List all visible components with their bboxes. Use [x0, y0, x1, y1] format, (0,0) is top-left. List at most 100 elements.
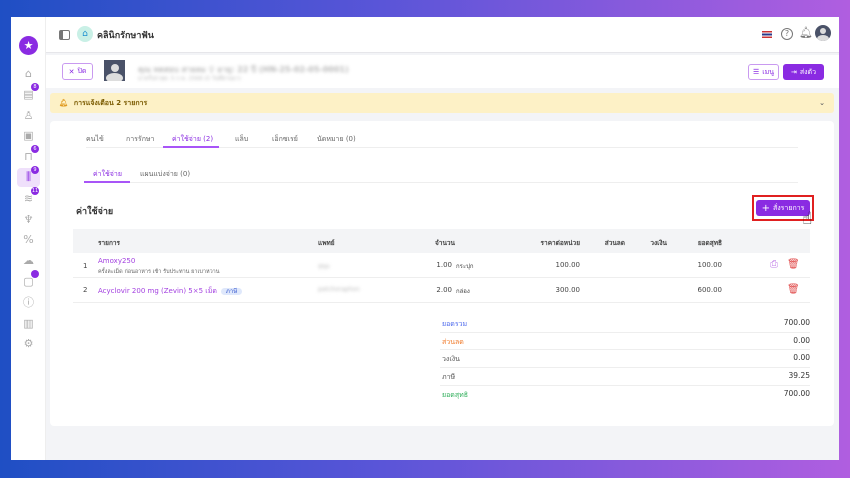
alert-text: การแจ้งเตือน 2 รายการ: [73, 98, 148, 107]
chart-icon: ▥: [23, 316, 34, 330]
subtab-1[interactable]: แผนแบ่งจ่าย (0): [140, 170, 191, 178]
total-row: ภาษี 39.25: [440, 368, 810, 386]
unit-price: 100.00: [555, 261, 581, 269]
sidebar-item-settings[interactable]: ⚙: [20, 335, 37, 352]
sidebar-item-tooth[interactable]: ♆: [20, 211, 37, 228]
menu-button[interactable]: ☰ เมนู: [748, 64, 779, 80]
row-number: 2: [83, 286, 88, 294]
doctor-name: patchoraphon: [318, 286, 360, 293]
sidebar-item-bed[interactable]: ⊓: [20, 148, 37, 165]
row-number: 1: [83, 262, 88, 270]
subtab-0[interactable]: ค่าใช้จ่าย: [93, 170, 122, 178]
logo-star-icon[interactable]: ★: [19, 36, 38, 55]
bell-icon: 🔔︎: [59, 99, 68, 107]
total-label: วงเงิน: [442, 355, 460, 364]
plus-icon: +: [761, 202, 770, 214]
app-window: ★ ⌂ ▤ 8 ♙ ▣ ⊓ 6 ⫼ 9 ≋ 11 ♆% ☁ ▢ ⓘ ▥ ⚙ ⌂ คลินิกรักษาฟัน ?…: [11, 17, 839, 460]
total-label: ยอดสุทธิ: [442, 390, 469, 399]
item-note: ครั้งละเม็ด ก่อนอาหาร เช้า รับประทาน ยาเ…: [98, 269, 220, 275]
trash-icon[interactable]: 🗑︎: [787, 284, 800, 295]
tooth-icon: ♆: [23, 212, 34, 226]
patient-name: คุณ ทดสอบ สายลม ♀ อายุ: 22 ปี (HN-25-02-…: [138, 65, 349, 74]
main-card: คนไข้ การรักษา ค่าใช้จ่าย (2) แล็บ เอ็กซเรย์…: [50, 121, 834, 426]
thai-flag-icon[interactable]: [762, 31, 772, 38]
calendar-icon: ▤: [23, 87, 34, 101]
clinic-name: คลินิกรักษาฟัน: [97, 31, 154, 41]
trash-icon[interactable]: 🗑︎: [787, 259, 800, 270]
total-row: ส่วนลด 0.00: [440, 333, 810, 351]
section-title: ค่าใช้จ่าย: [76, 207, 114, 217]
tab-1[interactable]: การรักษา: [126, 135, 155, 143]
patient-bar: ✕ ปิด คุณ ทดสอบ สายลม ♀ อายุ: 22 ปี (HN-2…: [46, 55, 839, 88]
hand-money-icon: ≋: [23, 191, 34, 205]
total-row: วงเงิน 0.00: [440, 350, 810, 369]
cloud-icon: ☁: [23, 254, 34, 268]
hand-cursor-icon: ☝︎: [802, 209, 813, 229]
unit: กระปุก: [456, 263, 474, 270]
item-name[interactable]: Acyclovir 200 mg (Zevin) 5×5 เม็ด ภาษี: [98, 286, 243, 297]
avatar[interactable]: [815, 25, 831, 41]
sidebar-item-user[interactable]: ♙: [20, 107, 37, 124]
total-value: 39.25: [788, 371, 810, 381]
sidebar-badge: [31, 270, 39, 278]
sidebar-item-calendar[interactable]: ▤: [20, 86, 37, 103]
sidebar-item-hand-money[interactable]: ≋: [20, 190, 37, 207]
tab-2[interactable]: ค่าใช้จ่าย (2): [172, 135, 214, 143]
total-label: ส่วนลด: [442, 337, 464, 346]
refer-button[interactable]: ⇥ ส่งตัว: [783, 64, 824, 80]
home-icon: ⌂: [25, 67, 32, 80]
net-amount: 600.00: [697, 286, 723, 294]
total-value: 0.00: [793, 335, 810, 345]
sidebar-item-info[interactable]: ⓘ: [20, 294, 37, 311]
quantity: 2.00: [436, 286, 452, 294]
tab-3[interactable]: แล็บ: [235, 135, 249, 143]
doctor-name: สุขุม: [318, 263, 330, 270]
total-row: ยอดสุทธิ 700.00: [440, 386, 810, 404]
column-header: วงเงิน: [650, 239, 667, 247]
sidebar-badge: 6: [31, 145, 39, 154]
print-icon[interactable]: ⎙: [770, 259, 778, 270]
column-header: รายการ: [98, 239, 121, 247]
menu-icon: ☰: [752, 68, 760, 76]
sidebar-item-chart[interactable]: ▥: [20, 315, 37, 332]
sidebar-toggle-icon[interactable]: [59, 30, 70, 40]
tab-5[interactable]: นัดหมาย (0): [317, 135, 356, 143]
total-label: ภาษี: [442, 373, 456, 382]
sidebar-item-id-card[interactable]: ▣: [20, 127, 37, 144]
unit: กล่อง: [456, 288, 470, 295]
sidebar-item-home[interactable]: ⌂: [20, 65, 37, 82]
sidebar-badge: 11: [31, 186, 39, 195]
chevron-down-icon[interactable]: ⌄: [819, 99, 825, 107]
id-card-icon: ▣: [23, 129, 34, 143]
patient-last-visit: มาครั้งล่าสุด: 5 ก.พ. 2568 (0 วันที่ผ่าน…: [138, 76, 242, 82]
item-name[interactable]: Amoxy250: [98, 257, 136, 265]
quantity: 1.00: [436, 261, 452, 269]
finance-icon: ⫼: [25, 170, 32, 183]
sidebar: ★ ⌂ ▤ 8 ♙ ▣ ⊓ 6 ⫼ 9 ≋ 11 ♆% ☁ ▢ ⓘ ▥ ⚙: [11, 17, 46, 460]
bell-icon[interactable]: 🔔︎: [799, 26, 813, 39]
table-row: 1 Amoxy250 ครั้งละเม็ด ก่อนอาหาร เช้า รับป…: [73, 253, 810, 278]
help-icon[interactable]: ?: [781, 28, 793, 40]
sidebar-item-cloud[interactable]: ☁: [20, 252, 37, 269]
column-header: ยอดสุทธิ: [697, 239, 722, 247]
sidebar-badge: 9: [31, 166, 39, 174]
total-row: ยอดรวม 700.00: [440, 315, 810, 333]
total-value: 700.00: [783, 388, 810, 398]
tab-4[interactable]: เอ็กซเรย์: [272, 135, 298, 143]
tab-0[interactable]: คนไข้: [86, 135, 104, 143]
info-icon: ⓘ: [23, 295, 34, 309]
add-item-button[interactable]: + สั่งรายการ: [756, 200, 810, 216]
exit-icon: ⇥: [790, 68, 797, 76]
user-icon: ♙: [23, 108, 34, 122]
clinic-home-icon: ⌂: [77, 26, 93, 42]
close-button[interactable]: ✕ ปิด: [62, 63, 93, 80]
totals: ยอดรวม 700.00 ส่วนลด 0.00 วงเงิน 0.00 ภาษี 39.2…: [440, 315, 810, 410]
alert-banner[interactable]: 🔔︎ การแจ้งเตือน 2 รายการ ⌄: [50, 93, 834, 113]
sidebar-item-percent[interactable]: %: [20, 231, 37, 248]
column-header: ส่วนลด: [604, 239, 625, 247]
sidebar-item-box[interactable]: ▢: [20, 273, 37, 290]
settings-icon: ⚙: [23, 337, 34, 351]
top-bar: ⌂ คลินิกรักษาฟัน ? 🔔︎: [46, 17, 839, 53]
column-header: ราคาต่อหน่วย: [540, 239, 580, 247]
total-label: ยอดรวม: [442, 320, 468, 328]
